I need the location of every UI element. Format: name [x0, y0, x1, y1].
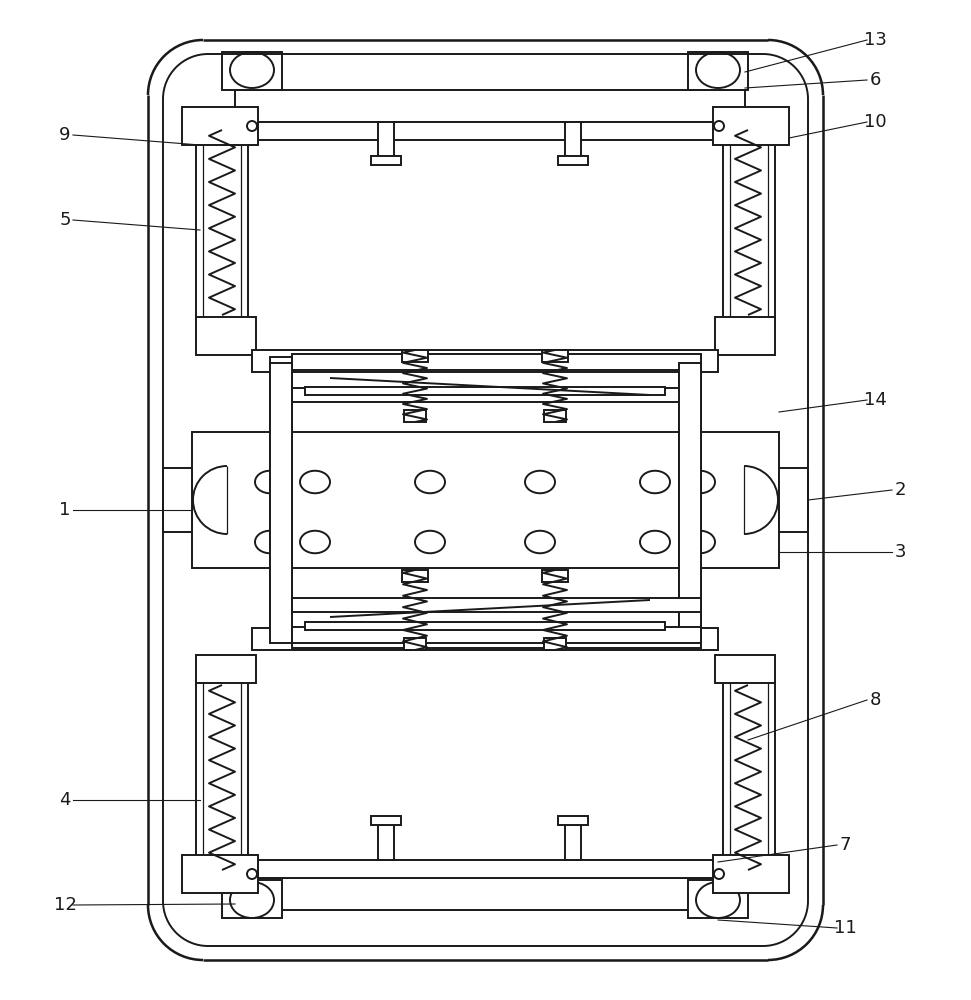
Bar: [222, 880, 282, 918]
Bar: [203, 680, 241, 875]
Bar: [679, 357, 701, 645]
Text: 3: 3: [894, 543, 906, 561]
Ellipse shape: [525, 531, 555, 553]
Bar: [713, 855, 789, 893]
Text: 13: 13: [863, 31, 887, 49]
Bar: [292, 629, 701, 645]
Bar: [192, 432, 779, 568]
Ellipse shape: [696, 52, 740, 88]
Bar: [252, 628, 718, 650]
Ellipse shape: [230, 52, 274, 88]
Bar: [565, 825, 581, 860]
Circle shape: [247, 121, 257, 131]
Bar: [544, 410, 566, 422]
Bar: [558, 816, 588, 825]
Ellipse shape: [685, 471, 715, 493]
Bar: [252, 350, 718, 372]
Bar: [688, 52, 748, 90]
Ellipse shape: [230, 882, 274, 918]
Bar: [196, 655, 256, 683]
Text: 5: 5: [59, 211, 71, 229]
Bar: [270, 357, 292, 645]
Bar: [196, 125, 248, 320]
Bar: [542, 570, 568, 582]
Bar: [679, 363, 701, 643]
Bar: [730, 125, 768, 320]
Bar: [688, 880, 748, 918]
Circle shape: [714, 121, 724, 131]
Bar: [203, 125, 241, 320]
Bar: [292, 632, 701, 648]
Bar: [713, 107, 789, 145]
Ellipse shape: [300, 531, 330, 553]
Bar: [182, 855, 258, 893]
Bar: [305, 622, 665, 630]
Bar: [270, 363, 292, 643]
Ellipse shape: [685, 531, 715, 553]
Bar: [196, 317, 256, 355]
Bar: [404, 410, 426, 422]
Bar: [404, 638, 426, 650]
Bar: [235, 90, 745, 122]
Bar: [715, 317, 775, 355]
Bar: [292, 598, 701, 612]
Text: 14: 14: [863, 391, 887, 409]
Bar: [723, 125, 775, 320]
Bar: [292, 627, 701, 643]
Text: 10: 10: [863, 113, 887, 131]
Text: 9: 9: [59, 126, 71, 144]
Bar: [715, 655, 775, 683]
Text: 4: 4: [59, 791, 71, 809]
Bar: [196, 680, 248, 875]
Ellipse shape: [300, 471, 330, 493]
Bar: [378, 122, 394, 157]
Bar: [371, 816, 401, 825]
Text: 7: 7: [839, 836, 851, 854]
Bar: [222, 52, 282, 90]
Ellipse shape: [525, 471, 555, 493]
Bar: [182, 107, 258, 145]
Bar: [558, 156, 588, 165]
Bar: [730, 680, 768, 875]
Text: 8: 8: [869, 691, 881, 709]
Bar: [402, 350, 428, 362]
Bar: [378, 825, 394, 860]
Bar: [565, 122, 581, 157]
Ellipse shape: [640, 471, 670, 493]
Ellipse shape: [640, 531, 670, 553]
Ellipse shape: [415, 471, 445, 493]
Bar: [371, 156, 401, 165]
Ellipse shape: [415, 531, 445, 553]
Bar: [544, 638, 566, 650]
Bar: [163, 468, 192, 532]
Bar: [779, 468, 808, 532]
Bar: [542, 350, 568, 362]
Ellipse shape: [255, 471, 285, 493]
Bar: [292, 354, 701, 370]
Ellipse shape: [696, 882, 740, 918]
Text: 2: 2: [894, 481, 906, 499]
Bar: [723, 680, 775, 875]
Bar: [402, 570, 428, 582]
Bar: [258, 122, 722, 140]
Circle shape: [714, 869, 724, 879]
Text: 11: 11: [834, 919, 856, 937]
Bar: [258, 860, 722, 878]
Bar: [305, 387, 665, 395]
Circle shape: [247, 869, 257, 879]
Text: 6: 6: [869, 71, 881, 89]
Text: 12: 12: [53, 896, 77, 914]
Text: 1: 1: [59, 501, 71, 519]
Ellipse shape: [255, 531, 285, 553]
Bar: [292, 388, 701, 402]
Bar: [235, 878, 745, 910]
